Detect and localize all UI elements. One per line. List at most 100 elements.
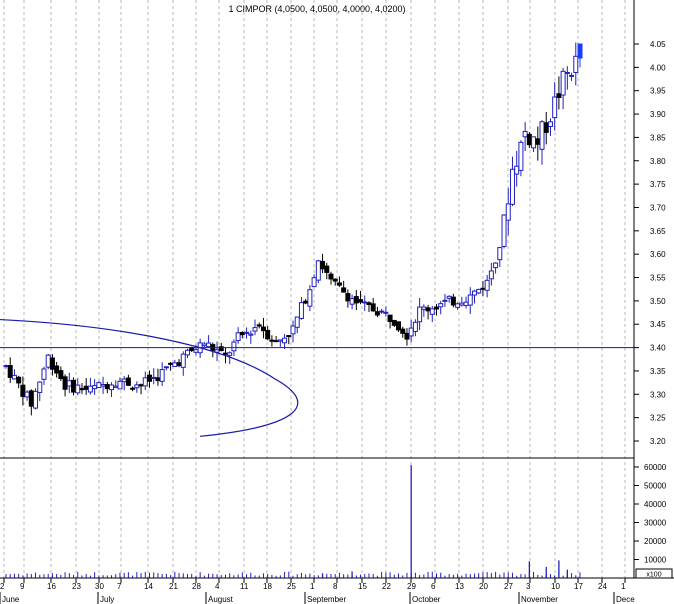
candle-body (193, 349, 199, 353)
candle-body (66, 380, 72, 387)
candle-body (104, 384, 110, 390)
candle-body (231, 341, 237, 352)
candle-body (434, 306, 439, 310)
candle-body (260, 326, 266, 332)
candle-body (324, 265, 330, 273)
day-tick-label: 25 (287, 582, 296, 591)
candle-body (125, 377, 131, 386)
candle-body (45, 354, 51, 368)
candle-body (320, 260, 326, 270)
day-tick-label: 6 (431, 582, 436, 591)
candle-body (142, 377, 148, 387)
day-tick-label: 4 (215, 582, 220, 591)
candle-body (459, 302, 465, 306)
day-tick-label: 2 (0, 582, 5, 591)
candle-body (248, 333, 254, 336)
candle-body (455, 303, 461, 308)
day-tick-label: 23 (72, 582, 81, 591)
candle-body (471, 290, 477, 296)
day-tick-label: 30 (95, 582, 104, 591)
candle-body (484, 279, 490, 291)
candle-body (83, 385, 89, 390)
candle-body (79, 388, 85, 391)
candle-body (569, 74, 575, 77)
candle-body (20, 384, 26, 397)
candle-body (37, 381, 43, 393)
price-tick-label: 3.25 (650, 414, 666, 423)
candle-body (163, 366, 169, 369)
price-tick-label: 3.30 (650, 390, 666, 399)
candle-body (75, 384, 81, 394)
day-tick-label: 29 (407, 582, 416, 591)
candle-body (298, 302, 304, 319)
month-label: June (2, 595, 20, 604)
price-tick-label: 3.20 (650, 437, 666, 446)
price-candles (3, 42, 583, 416)
price-tick-label: 3.60 (650, 250, 666, 259)
price-tick-label: 3.75 (650, 180, 666, 189)
price-tick-label: 3.80 (650, 157, 666, 166)
month-label: October (412, 595, 441, 604)
day-tick-label: 18 (263, 582, 272, 591)
candle-body (16, 376, 22, 384)
price-tick-label: 3.85 (650, 133, 666, 142)
candle-body (269, 339, 275, 342)
candle-body (96, 382, 102, 389)
candle-body (265, 329, 271, 340)
volume-tick-label: 40000 (644, 500, 667, 509)
candle-body (256, 324, 262, 327)
candle-body (446, 295, 452, 299)
candle-body (412, 321, 418, 332)
volume-tick-label: 60000 (644, 463, 667, 472)
candle-body (391, 319, 397, 326)
candle-body (535, 138, 541, 145)
candle-body (480, 287, 486, 290)
candle-body (547, 121, 553, 127)
candle-body (176, 362, 182, 366)
volume-tick-label: 50000 (644, 482, 667, 491)
candle-body (58, 370, 64, 380)
candle-body (509, 168, 515, 205)
candle-body (425, 307, 431, 312)
candle-body (564, 71, 570, 75)
candle-body (522, 130, 528, 138)
candle-body (560, 70, 566, 96)
candle-body (349, 298, 355, 305)
candle-body (353, 296, 359, 304)
candle-body (168, 362, 174, 365)
candle-body (303, 300, 309, 304)
candle-body (134, 384, 140, 389)
candle-body (488, 270, 494, 280)
day-tick-label: 15 (358, 582, 367, 591)
day-tick-label: 27 (504, 582, 513, 591)
candle-body (273, 340, 279, 343)
candle-body (24, 391, 30, 398)
candle-body (362, 301, 368, 304)
day-tick-label: 28 (192, 582, 201, 591)
candle-body (387, 314, 393, 323)
candle-body (92, 385, 98, 390)
candle-body (383, 311, 389, 314)
day-tick-label: 1 (310, 582, 315, 591)
candle-body (239, 331, 245, 336)
candle-body (28, 390, 34, 407)
candle-body (467, 294, 473, 306)
candle-body (286, 335, 292, 338)
candle-body (184, 349, 190, 356)
month-label: November (521, 595, 558, 604)
arc-curve (0, 318, 299, 437)
grid-lines (3, 0, 626, 578)
day-tick-label: 14 (144, 582, 153, 591)
candle-body (463, 301, 469, 307)
candle-body (130, 387, 136, 390)
candle-body (543, 122, 549, 133)
candle-body (113, 385, 119, 388)
candle-body (235, 332, 241, 342)
candle-body (11, 374, 17, 380)
candle-body (227, 352, 233, 356)
candle-body (277, 339, 283, 342)
candle-body (294, 316, 300, 328)
candle-body (421, 306, 427, 310)
candle-body (336, 282, 342, 286)
candle-body (201, 343, 207, 347)
